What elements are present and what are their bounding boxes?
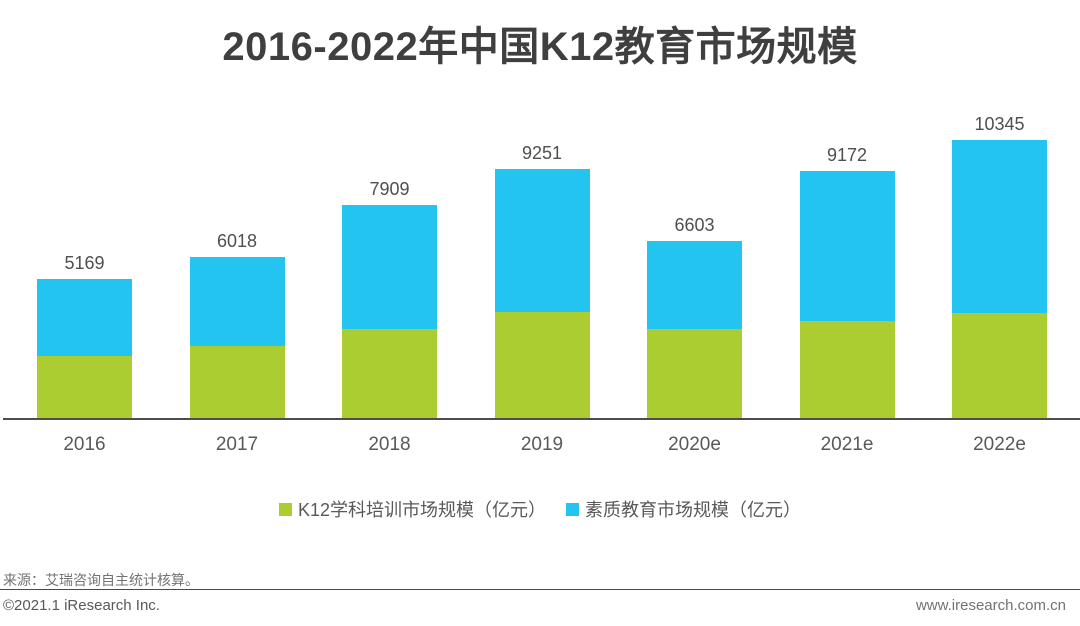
x-axis-line <box>3 418 1080 420</box>
source-note: 来源：艾瑞咨询自主统计核算。 <box>3 572 199 588</box>
x-axis-label-2022e: 2022e <box>973 434 1026 455</box>
legend-swatch-k12-training <box>278 502 292 516</box>
bar-total-label: 9172 <box>826 145 868 166</box>
bar-total-label: 10345 <box>974 113 1025 134</box>
x-axis-label-2018: 2018 <box>368 434 411 455</box>
bar-group-2021e: 9172 <box>799 145 895 419</box>
x-axis-label-2016: 2016 <box>63 434 106 455</box>
segment-suzhi-education <box>37 279 132 357</box>
bar-total-label: 5169 <box>64 253 105 274</box>
bar-total-label: 6603 <box>674 214 715 235</box>
footer-divider <box>0 589 1080 590</box>
segment-suzhi-education <box>494 169 590 312</box>
segment-suzhi-education <box>189 256 285 346</box>
bar-group-2016: 5169 <box>37 253 132 419</box>
segment-suzhi-education <box>952 139 1047 313</box>
bar-total-label: 9251 <box>521 143 563 164</box>
segment-k12-training <box>494 311 590 419</box>
segment-suzhi-education <box>647 240 742 330</box>
legend-item-k12-training: K12学科培训市场规模（亿元） <box>278 496 547 522</box>
legend-swatch-suzhi-education <box>566 502 580 516</box>
bar-group-2017: 6018 <box>189 230 285 419</box>
x-axis-label-2017: 2017 <box>215 434 259 455</box>
segment-k12-training <box>799 321 895 419</box>
bar-group-2020e: 6603 <box>647 215 742 419</box>
legend-label: K12学科培训市场规模（亿元） <box>297 500 547 520</box>
segment-suzhi-education <box>799 171 895 321</box>
legend: K12学科培训市场规模（亿元） 素质教育市场规模（亿元） <box>0 496 1080 522</box>
segment-k12-training <box>37 356 132 419</box>
bars-container: 5169 6018 7909 9251 6603 9172 10345 <box>37 114 1047 419</box>
legend-item-suzhi-education: 素质教育市场规模（亿元） <box>566 496 801 522</box>
bar-total-label: 7909 <box>369 179 410 200</box>
x-axis-label-2021e: 2021e <box>820 434 874 455</box>
bar-total-label: 6018 <box>216 230 258 251</box>
copyright-text: ©2021.1 iResearch Inc. <box>3 597 160 614</box>
chart-title: 2016-2022年中国K12教育市场规模 <box>222 25 858 69</box>
segment-k12-training <box>952 312 1047 419</box>
legend-label: 素质教育市场规模（亿元） <box>585 500 802 520</box>
website-url: www.iresearch.com.cn <box>915 597 1066 614</box>
x-axis-label-2020e: 2020e <box>668 434 721 455</box>
bar-group-2018: 7909 <box>342 179 437 419</box>
segment-k12-training <box>189 345 285 419</box>
segment-suzhi-education <box>342 205 437 330</box>
x-axis-label-2019: 2019 <box>520 434 564 455</box>
bar-group-2022e: 10345 <box>952 114 1047 419</box>
segment-k12-training <box>647 329 742 419</box>
segment-k12-training <box>342 329 437 419</box>
bar-group-2019: 9251 <box>494 143 590 419</box>
